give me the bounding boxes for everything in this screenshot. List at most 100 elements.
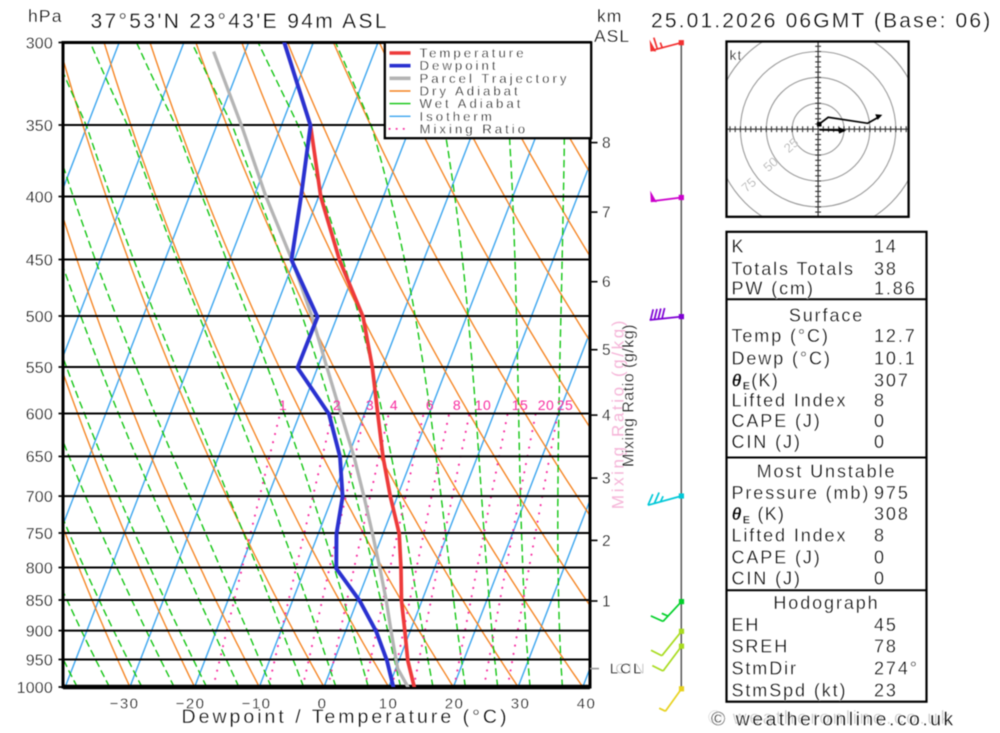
svg-text:CAPE (J): CAPE (J) [732,547,822,567]
svg-text:Lifted Index: Lifted Index [732,390,848,410]
svg-text:CIN (J): CIN (J) [732,569,802,589]
svg-text:38: 38 [874,259,898,279]
svg-text:θE (K): θE (K) [732,504,786,526]
svg-text:© weatheronline.co.uk: © weatheronline.co.uk [708,707,953,729]
svg-text:950: 950 [26,652,53,669]
svg-text:8: 8 [602,135,611,152]
svg-text:45: 45 [874,615,898,635]
svg-text:LCL: LCL [610,661,644,678]
svg-text:37°53'N 23°43'E 94m ASL: 37°53'N 23°43'E 94m ASL [91,10,389,33]
svg-text:1: 1 [279,397,287,413]
svg-text:−30: −30 [110,696,140,713]
svg-text:Pressure (mb): Pressure (mb) [732,483,871,503]
svg-text:308: 308 [874,504,910,524]
svg-text:km: km [597,6,622,26]
svg-text:500: 500 [26,309,53,326]
svg-text:Surface: Surface [789,306,864,326]
svg-text:600: 600 [26,406,53,423]
svg-text:25.01.2026 06GMT (Base: 06): 25.01.2026 06GMT (Base: 06) [651,10,992,33]
svg-text:θE(K): θE(K) [732,371,779,393]
svg-text:StmSpd (kt): StmSpd (kt) [732,681,848,701]
svg-text:CAPE (J): CAPE (J) [732,411,822,431]
svg-text:Parcel Trajectory: Parcel Trajectory [420,71,570,86]
svg-text:12.7: 12.7 [874,326,917,346]
svg-text:Mixing Ratio: Mixing Ratio [420,122,529,137]
svg-text:23: 23 [874,681,898,701]
svg-text:Mixing Ratio (g/kg): Mixing Ratio (g/kg) [621,324,638,467]
svg-text:10: 10 [475,397,492,413]
svg-text:CIN (J): CIN (J) [732,432,802,452]
svg-text:StmDir: StmDir [732,659,798,679]
svg-text:0: 0 [874,569,886,589]
svg-text:EH: EH [732,615,761,635]
svg-text:7: 7 [602,205,611,222]
svg-text:Totals Totals: Totals Totals [732,259,855,279]
svg-text:2: 2 [602,533,611,550]
svg-text:4: 4 [602,408,611,425]
svg-text:Dewpoint / Temperature (°C): Dewpoint / Temperature (°C) [182,706,510,728]
svg-text:Mixing Ratio (g/kg): Mixing Ratio (g/kg) [609,318,628,509]
svg-text:25: 25 [557,397,574,413]
svg-text:550: 550 [26,360,53,377]
svg-text:78: 78 [874,637,898,657]
svg-text:K: K [732,237,746,257]
svg-text:Dry Adiabat: Dry Adiabat [420,84,521,99]
svg-text:3: 3 [366,397,374,413]
svg-text:10.1: 10.1 [874,348,917,368]
svg-text:800: 800 [26,560,53,577]
svg-text:1.86: 1.86 [874,279,917,299]
svg-text:hPa: hPa [28,6,63,26]
svg-text:6: 6 [426,397,434,413]
svg-text:400: 400 [26,189,53,206]
svg-text:900: 900 [26,623,53,640]
svg-text:ASL: ASL [594,26,630,46]
svg-text:Temp (°C): Temp (°C) [732,326,830,346]
svg-text:5: 5 [602,342,611,359]
svg-text:15: 15 [512,397,529,413]
svg-text:−20: −20 [176,696,206,713]
svg-text:450: 450 [26,252,53,269]
svg-text:Isotherm: Isotherm [420,109,495,124]
svg-text:1: 1 [602,594,611,611]
svg-text:Dewpoint: Dewpoint [420,58,499,73]
svg-text:350: 350 [26,118,53,135]
svg-text:kt: kt [730,47,743,63]
svg-text:750: 750 [26,526,53,543]
svg-text:0: 0 [318,696,328,713]
svg-text:850: 850 [26,593,53,610]
svg-text:Wet Adiabat: Wet Adiabat [420,96,524,111]
svg-text:Hodograph: Hodograph [773,593,879,613]
svg-text:© weatheronline.co.uk: © weatheronline.co.uk [711,709,956,731]
svg-text:30: 30 [511,696,531,713]
svg-text:PW (cm): PW (cm) [732,279,815,299]
svg-text:Dewp (°C): Dewp (°C) [732,348,832,368]
svg-text:−10: −10 [242,696,272,713]
svg-text:975: 975 [874,483,910,503]
svg-text:8: 8 [453,397,461,413]
svg-text:Most Unstable: Most Unstable [757,462,897,482]
svg-text:300: 300 [26,35,53,52]
svg-text:1000: 1000 [17,680,53,697]
svg-text:14: 14 [874,237,898,257]
svg-text:Lifted Index: Lifted Index [732,525,848,545]
svg-text:8: 8 [874,390,886,410]
svg-text:8: 8 [874,525,886,545]
svg-text:20: 20 [538,397,555,413]
svg-text:6: 6 [602,274,611,291]
svg-text:700: 700 [26,489,53,506]
svg-text:650: 650 [26,449,53,466]
svg-text:SREH: SREH [732,637,790,657]
svg-text:40: 40 [577,696,597,713]
svg-text:0: 0 [874,411,886,431]
svg-text:Temperature: Temperature [420,46,527,61]
svg-text:274°: 274° [874,659,919,679]
svg-text:2: 2 [333,397,341,413]
svg-text:20: 20 [445,696,465,713]
svg-text:CIN: CIN [615,661,646,678]
svg-text:0: 0 [874,547,886,567]
svg-text:0: 0 [874,432,886,452]
svg-text:307: 307 [874,371,910,391]
svg-text:4: 4 [390,397,398,413]
svg-text:10: 10 [379,696,399,713]
svg-text:3: 3 [602,471,611,488]
